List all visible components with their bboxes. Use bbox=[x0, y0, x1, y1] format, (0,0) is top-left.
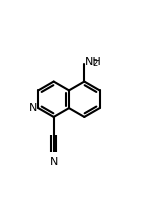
Text: NH: NH bbox=[85, 57, 102, 67]
Text: 2: 2 bbox=[92, 59, 97, 68]
Text: N: N bbox=[28, 103, 37, 113]
Text: N: N bbox=[50, 157, 58, 167]
